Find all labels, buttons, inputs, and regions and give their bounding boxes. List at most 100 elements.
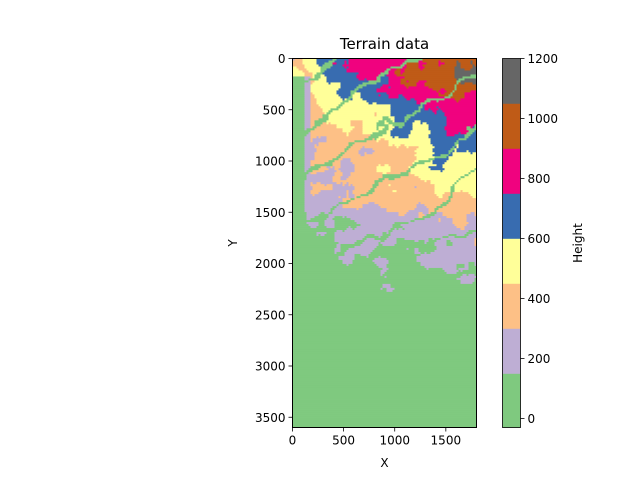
- heatmap-cell: [292, 238, 335, 241]
- heatmap-cell: [316, 182, 321, 185]
- heatmap-cell: [362, 120, 379, 123]
- heatmap-cell: [310, 218, 327, 221]
- heatmap-cell: [362, 206, 381, 209]
- heatmap-cell: [384, 138, 431, 141]
- heatmap-cell: [320, 136, 327, 139]
- heatmap-cell: [466, 216, 477, 219]
- heatmap-cell: [336, 182, 341, 185]
- heatmap-cell: [292, 154, 305, 157]
- heatmap-cell: [304, 166, 311, 169]
- heatmap-cell: [342, 154, 361, 157]
- heatmap-cell: [336, 244, 341, 247]
- heatmap-cell: [446, 124, 475, 127]
- heatmap-cell: [328, 114, 375, 117]
- heatmap-cell: [470, 152, 473, 155]
- heatmap-cell: [382, 273, 463, 277]
- heatmap-cell: [436, 247, 477, 251]
- heatmap-cell: [428, 267, 443, 271]
- heatmap-cell: [336, 62, 345, 65]
- heatmap-cell: [426, 251, 431, 255]
- heatmap-cell: [388, 76, 405, 79]
- heatmap-cell: [448, 234, 457, 237]
- heatmap-cell: [332, 184, 343, 187]
- heatmap-cell: [414, 218, 425, 221]
- heatmap-cell: [292, 178, 307, 181]
- heatmap-cell: [362, 130, 379, 133]
- heatmap-cell: [458, 100, 477, 103]
- heatmap-cell: [416, 100, 425, 103]
- heatmap-cell: [306, 128, 315, 131]
- heatmap-cell: [320, 74, 325, 77]
- heatmap-cell: [444, 62, 457, 65]
- heatmap-cell: [292, 60, 303, 63]
- heatmap-cell: [470, 212, 475, 215]
- heatmap-cell: [292, 126, 305, 129]
- heatmap-cell: [390, 108, 419, 111]
- heatmap-cell: [390, 110, 415, 113]
- heatmap-cell: [312, 170, 325, 173]
- heatmap-cell: [460, 82, 465, 85]
- heatmap-cell: [388, 140, 431, 143]
- heatmap-cell: [420, 122, 423, 125]
- heatmap-cell: [326, 138, 365, 141]
- heatmap-cell: [346, 178, 379, 181]
- heatmap-cell: [348, 58, 407, 61]
- heatmap-cell: [408, 174, 415, 177]
- heatmap-cell: [354, 196, 357, 199]
- heatmap-cell: [474, 124, 477, 127]
- heatmap-cell: [310, 96, 315, 99]
- heatmap-cell: [466, 273, 469, 277]
- heatmap-cell: [442, 196, 449, 199]
- heatmap-cell: [304, 206, 333, 209]
- heatmap-cell: [474, 212, 477, 215]
- heatmap-cell: [314, 94, 339, 97]
- heatmap-cell: [470, 134, 477, 137]
- heatmap-cell: [438, 100, 457, 103]
- heatmap-cell: [464, 134, 471, 137]
- heatmap-cell: [376, 78, 381, 81]
- heatmap-cell: [474, 240, 477, 243]
- heatmap-cell: [292, 407, 477, 410]
- heatmap-cell: [472, 82, 477, 85]
- heatmap-cell: [292, 415, 477, 418]
- heatmap-cell: [436, 110, 443, 113]
- heatmap-cell: [474, 279, 477, 283]
- heatmap-cell: [410, 132, 431, 135]
- heatmap-cell: [360, 194, 369, 197]
- heatmap-cell: [378, 182, 431, 185]
- heatmap-cell: [380, 72, 389, 75]
- heatmap-cell: [350, 120, 363, 123]
- heatmap-cell: [292, 146, 305, 149]
- heatmap-cell: [448, 158, 477, 161]
- heatmap-cell: [292, 240, 335, 243]
- heatmap-cell: [356, 226, 393, 229]
- heatmap-cell: [382, 128, 389, 131]
- heatmap-cell: [388, 164, 413, 167]
- heatmap-cell: [310, 92, 313, 95]
- heatmap-cell: [348, 182, 375, 185]
- heatmap-cell: [292, 419, 477, 422]
- heatmap-cell: [402, 126, 413, 129]
- heatmap-cell: [292, 186, 305, 189]
- heatmap-cell: [434, 152, 449, 155]
- heatmap-cell: [430, 140, 457, 143]
- heatmap-cell: [328, 82, 331, 85]
- heatmap-cell: [412, 162, 415, 165]
- heatmap-cell: [414, 208, 429, 211]
- heatmap-cell: [340, 166, 355, 169]
- heatmap-cell: [428, 166, 443, 169]
- heatmap-cell: [292, 218, 307, 221]
- heatmap-cell: [466, 232, 473, 235]
- heatmap-cell: [328, 116, 383, 119]
- heatmap-cell: [376, 90, 437, 93]
- y-tick-label: 3500: [255, 411, 286, 425]
- heatmap-cell: [356, 90, 377, 93]
- x-axis: 0 500 1000 1500: [289, 427, 461, 448]
- heatmap-cell: [392, 230, 469, 233]
- heatmap-cell: [474, 273, 477, 277]
- heatmap-cell: [450, 240, 475, 243]
- heatmap-cell: [378, 184, 389, 187]
- heatmap-cell: [438, 218, 441, 221]
- heatmap-cell: [292, 347, 477, 351]
- heatmap-cell: [304, 128, 307, 131]
